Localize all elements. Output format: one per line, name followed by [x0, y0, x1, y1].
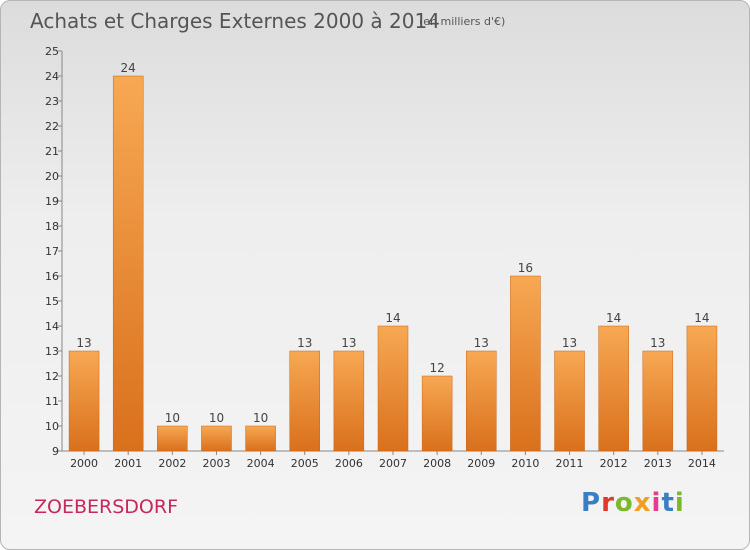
- bar-2011: [554, 350, 585, 452]
- value-label-2012: 14: [606, 311, 621, 325]
- value-label-2003: 10: [209, 411, 224, 425]
- value-label-2009: 13: [474, 336, 489, 350]
- logo-letter: r: [601, 488, 615, 518]
- y-tick-label: 18: [45, 220, 59, 233]
- y-tick-label: 17: [45, 245, 59, 258]
- x-tick-label-2006: 2006: [335, 457, 363, 470]
- chart-title: Achats et Charges Externes 2000 à 2014: [30, 9, 440, 33]
- logo-letter: t: [661, 488, 675, 518]
- x-tick-label-2001: 2001: [114, 457, 142, 470]
- bar-2009: [466, 350, 497, 452]
- proxiti-logo: Proxiti: [581, 488, 685, 518]
- value-label-2013: 13: [650, 336, 665, 350]
- bar-2013: [642, 350, 674, 452]
- axes: 9 10 11 12 13 14 15 16 17 18 19 20 21 22 23 24 25: [45, 45, 724, 458]
- y-tick-label: 12: [45, 370, 59, 383]
- value-label-2000: 13: [76, 336, 91, 350]
- x-tick-label-2000: 2000: [70, 457, 98, 470]
- value-label-2010: 16: [518, 261, 533, 275]
- x-tick-label-2014: 2014: [688, 457, 716, 470]
- value-label-2007: 14: [385, 311, 400, 325]
- logo-letter: i: [651, 488, 662, 518]
- bar-2014: [686, 325, 718, 452]
- value-label-2005: 13: [297, 336, 312, 350]
- bar-2001: [112, 75, 144, 452]
- value-label-2011: 13: [562, 336, 577, 350]
- x-tick-label-2011: 2011: [556, 457, 584, 470]
- y-tick-label: 25: [45, 45, 59, 58]
- x-tick-label-2004: 2004: [247, 457, 275, 470]
- x-tick-label-2010: 2010: [511, 457, 539, 470]
- y-tick-label: 22: [45, 120, 59, 133]
- y-tick-label: 15: [45, 295, 59, 308]
- commune-name: ZOEBERSDORF: [34, 496, 178, 518]
- y-tick-label: 20: [45, 170, 59, 183]
- bar-2010: [510, 275, 541, 452]
- x-tick-label-2003: 2003: [202, 457, 230, 470]
- y-tick-label: 21: [45, 145, 59, 158]
- value-label-2008: 12: [429, 361, 444, 375]
- x-tick-label-2002: 2002: [158, 457, 186, 470]
- logo-letter: i: [674, 488, 685, 518]
- x-tick-label-2009: 2009: [467, 457, 495, 470]
- bar-2005: [289, 350, 320, 452]
- bar-2000: [68, 350, 100, 452]
- x-tick-label-2005: 2005: [291, 457, 319, 470]
- bar-2003: [201, 425, 232, 452]
- y-tick-label: 14: [45, 320, 59, 333]
- bar-2006: [333, 350, 365, 452]
- value-label-2014: 14: [694, 311, 709, 325]
- bar-2008: [421, 375, 453, 452]
- logo-letter: o: [614, 488, 634, 518]
- bar-2002: [157, 425, 188, 452]
- x-tick-label-2007: 2007: [379, 457, 407, 470]
- value-label-2004: 10: [253, 411, 268, 425]
- x-tick-label-2012: 2012: [600, 457, 628, 470]
- bars: [68, 75, 718, 452]
- bar-2004: [245, 425, 276, 452]
- y-tick-label: 24: [45, 70, 59, 83]
- y-tick-label: 9: [52, 445, 59, 458]
- y-tick-label: 13: [45, 345, 59, 358]
- y-tick-label: 23: [45, 95, 59, 108]
- chart-unit: (en milliers d'€): [419, 15, 506, 28]
- y-tick-label: 19: [45, 195, 59, 208]
- value-label-2006: 13: [341, 336, 356, 350]
- x-tick-label-2008: 2008: [423, 457, 451, 470]
- y-tick-label: 11: [45, 395, 59, 408]
- x-tick-label-2013: 2013: [644, 457, 672, 470]
- bar-2012: [598, 325, 629, 452]
- value-label-2002: 10: [165, 411, 180, 425]
- logo-letter: x: [633, 488, 652, 518]
- logo-letter: P: [581, 488, 602, 518]
- value-label-2001: 24: [121, 61, 136, 75]
- y-tick-label: 16: [45, 270, 59, 283]
- y-tick-label: 10: [45, 420, 59, 433]
- labels: 2000 13 2001 24 2002 10 2003 10 2004 10 2005 13 2006…: [70, 61, 716, 470]
- bar-2007: [377, 325, 409, 452]
